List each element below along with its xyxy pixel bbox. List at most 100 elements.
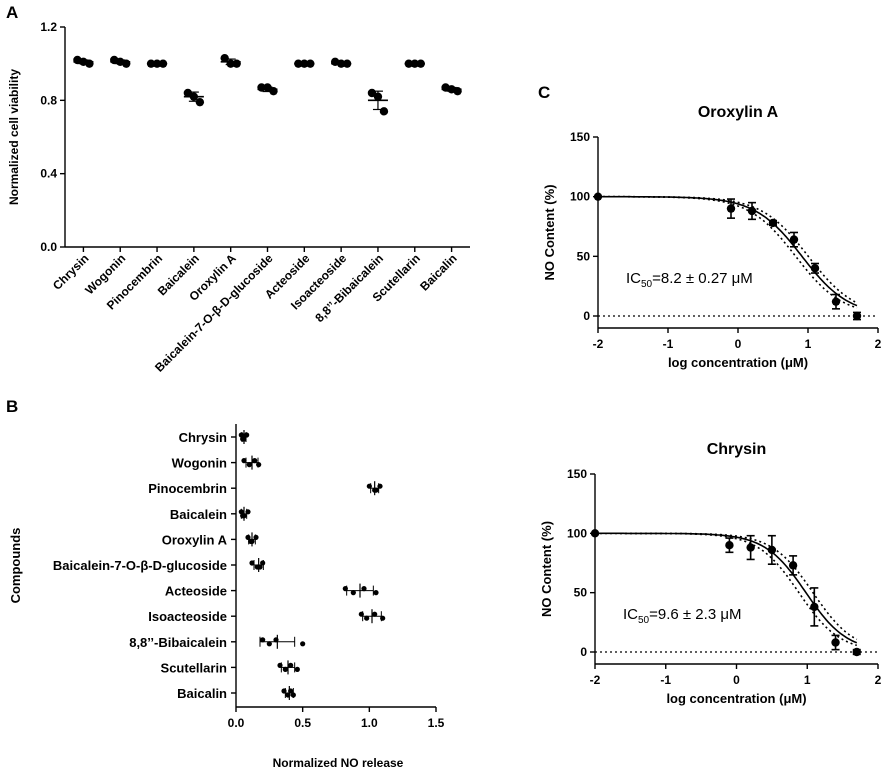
- c2-ic50-subscript: 50: [638, 615, 650, 626]
- a-data-point: [336, 59, 346, 68]
- b-x-tick-label: 1.0: [361, 716, 378, 730]
- c1-ci-lower: [598, 195, 858, 309]
- a-data-point: [183, 88, 193, 98]
- b-data-point: [245, 534, 251, 541]
- b-data-point: [241, 458, 247, 464]
- a-data-point: [416, 59, 425, 68]
- c2-ic50-annotation: IC50=9.6 ± 2.3 μM: [623, 606, 741, 626]
- b-data-point: [366, 483, 372, 489]
- c1-y-tick-label: 0: [583, 309, 590, 323]
- b-data-point: [285, 692, 291, 698]
- c1-x-tick-label: -2: [593, 337, 604, 351]
- b-data-point: [377, 483, 383, 489]
- b-x-axis-label: Normalized NO release: [273, 756, 404, 770]
- c1-ci-upper: [598, 195, 858, 304]
- b-data-point: [373, 590, 379, 596]
- c1-ic50-value: =8.2 ± 0.27 μM: [652, 270, 753, 287]
- c2-data-point: [852, 647, 861, 657]
- a-data-point: [379, 107, 389, 116]
- a-y-tick-label: 0.0: [40, 240, 57, 254]
- b-data-point: [288, 662, 294, 669]
- c2-data-point: [810, 602, 819, 612]
- c1-x-tick-label: 1: [805, 337, 812, 351]
- b-data-point: [256, 462, 262, 468]
- a-data-point: [122, 59, 131, 68]
- c2-ci-upper: [595, 532, 858, 641]
- c1-ic50-annotation: IC50=8.2 ± 0.27 μM: [626, 270, 753, 290]
- c2-y-tick-label: 150: [567, 467, 587, 481]
- c1-data-point: [593, 192, 603, 201]
- c2-y-tick-label: 0: [580, 645, 587, 659]
- a-data-point: [158, 59, 168, 68]
- c2-x-axis-label: log concentration (μM): [666, 691, 806, 706]
- c2-data-point: [746, 543, 755, 552]
- c1-x-axis-label: log concentration (μM): [668, 355, 808, 370]
- a-data-point: [152, 59, 162, 68]
- b-y-tick-label: Pinocembrin: [148, 481, 227, 496]
- b-data-point: [245, 509, 251, 515]
- b-data-point: [257, 564, 263, 570]
- a-data-point: [146, 59, 156, 68]
- a-data-point: [257, 83, 266, 92]
- c1-y-tick-label: 100: [570, 190, 590, 204]
- b-y-tick-label: Acteoside: [165, 584, 227, 599]
- b-y-axis-label: Compounds: [8, 528, 23, 604]
- c1-x-tick-label: -1: [663, 337, 674, 351]
- b-data-point: [248, 538, 254, 545]
- a-data-point: [367, 88, 377, 98]
- a-data-point: [189, 92, 199, 101]
- c2-x-tick-label: 2: [875, 673, 882, 687]
- b-data-point: [238, 509, 244, 515]
- a-data-point: [269, 86, 278, 96]
- panel-label-a: A: [6, 3, 18, 22]
- b-y-tick-label: Oroxylin A: [162, 532, 228, 547]
- a-data-point: [404, 59, 413, 68]
- b-x-tick-label: 0.0: [228, 716, 245, 730]
- b-data-point: [350, 590, 356, 596]
- a-data-point: [342, 59, 352, 68]
- c2-x-tick-label: -1: [660, 673, 671, 687]
- b-data-point: [300, 641, 306, 647]
- c1-title: Oroxylin A: [698, 104, 779, 121]
- b-data-point: [273, 637, 279, 643]
- b-data-point: [342, 586, 348, 592]
- a-x-tick-label: Baicalin: [417, 251, 459, 293]
- a-data-point: [306, 59, 315, 68]
- b-data-point: [252, 458, 258, 464]
- c2-data-point: [767, 545, 777, 555]
- panel-label-c: C: [538, 83, 550, 102]
- b-data-point: [380, 615, 386, 621]
- c2-ic50-prefix: IC: [623, 606, 638, 623]
- b-data-point: [244, 432, 250, 438]
- a-y-tick-label: 0.4: [40, 167, 57, 181]
- c2-x-tick-label: -2: [590, 673, 601, 687]
- c1-fit-curve: [598, 195, 858, 307]
- c1-ic50-prefix: IC: [626, 270, 641, 287]
- c2-data-point: [788, 561, 798, 570]
- panel-label-b: B: [6, 397, 18, 416]
- b-data-point: [282, 666, 288, 673]
- b-data-point: [260, 637, 266, 643]
- c1-data-point: [747, 206, 757, 216]
- b-data-point: [240, 513, 246, 519]
- b-data-point: [246, 462, 252, 468]
- b-y-tick-label: Baicalein-7-O-β-D-glucoside: [53, 558, 227, 573]
- c2-y-tick-label: 100: [567, 526, 587, 540]
- b-data-point: [288, 688, 294, 694]
- b-y-tick-label: Baicalein: [170, 507, 227, 522]
- b-data-point: [266, 641, 272, 647]
- c1-y-tick-label: 50: [577, 249, 591, 263]
- b-data-point: [361, 586, 367, 592]
- b-y-tick-label: Chrysin: [179, 430, 227, 445]
- a-data-point: [453, 86, 462, 96]
- a-data-point: [226, 59, 235, 68]
- c1-x-tick-label: 0: [735, 337, 742, 351]
- b-data-point: [238, 432, 244, 438]
- b-data-point: [240, 436, 246, 442]
- b-x-tick-label: 0.5: [294, 716, 311, 730]
- b-y-tick-label: Wogonin: [172, 456, 227, 471]
- c1-y-axis-label: NO Content (%): [542, 184, 557, 280]
- c2-ic50-value: =9.6 ± 2.3 μM: [649, 606, 741, 623]
- c1-y-tick-label: 150: [570, 130, 590, 144]
